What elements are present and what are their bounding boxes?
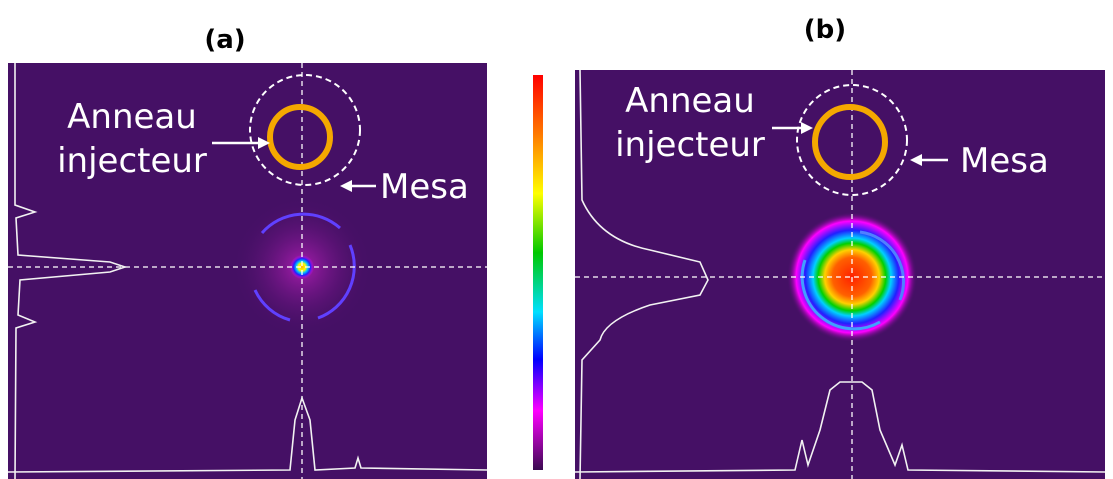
beam-arc (859, 230, 905, 301)
annotation: injecteur (57, 141, 207, 181)
profile (7, 395, 488, 473)
arrowhead (801, 122, 813, 134)
profile (14, 63, 128, 479)
arrowhead (340, 180, 352, 192)
mesa-outline (796, 84, 908, 196)
color-bar (533, 75, 543, 470)
annotation: Mesa (380, 167, 469, 207)
panel-label: (b) (804, 15, 846, 45)
arrowhead (258, 137, 270, 149)
injector-ring (812, 104, 888, 180)
beam-arc (260, 212, 341, 234)
annotation: Mesa (960, 141, 1049, 181)
beam-spot (290, 255, 314, 279)
profile (579, 69, 709, 479)
annotation: Anneau (625, 81, 755, 121)
annotation: Anneau (67, 97, 197, 137)
injector-ring (267, 104, 333, 170)
profile (574, 381, 1106, 473)
annotation: injecteur (615, 125, 765, 165)
panel-label: (a) (204, 25, 245, 55)
mesa-outline (249, 74, 361, 186)
beam-arc (317, 244, 356, 320)
arrowhead (910, 154, 922, 166)
beam-arc (253, 289, 291, 322)
